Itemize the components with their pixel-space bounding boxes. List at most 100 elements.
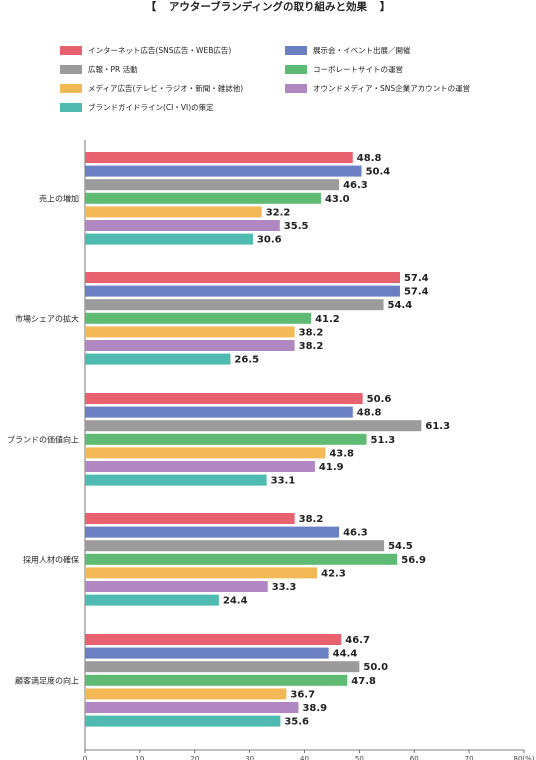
legend-item: オウンドメディア・SNS企業アカウントの運営	[285, 82, 470, 94]
legend-label: インターネット広告(SNS広告・WEB広告)	[88, 45, 232, 55]
bar	[85, 674, 348, 686]
bar	[85, 312, 312, 324]
bar-value-label: 26.5	[234, 355, 259, 366]
bar-value-label: 50.0	[363, 662, 388, 673]
x-tick-label: 20	[190, 755, 199, 760]
legend-item: ブランドガイドライン(CI・VI)の策定	[60, 101, 214, 113]
legend-swatch	[285, 64, 307, 74]
bar	[85, 152, 353, 163]
bar-value-label: 38.9	[302, 703, 327, 714]
title-bracket-left: 【	[145, 1, 157, 13]
bar-value-label: 44.4	[333, 649, 358, 660]
bar	[85, 553, 398, 565]
legend-label: 展示会・イベント出展／開催	[313, 45, 411, 55]
chart-title: アウターブランディングの取り組みと効果	[168, 1, 368, 13]
bar	[85, 340, 295, 351]
bar-value-label: 43.8	[329, 448, 354, 459]
legend-swatch	[60, 102, 82, 112]
bar	[85, 474, 267, 486]
category-label: 売上の増加	[39, 193, 79, 203]
bar	[85, 433, 367, 445]
bar	[85, 353, 231, 365]
bar-value-label: 43.0	[325, 194, 350, 205]
bar	[85, 567, 318, 579]
legend-swatch	[285, 45, 307, 55]
chart-title-row: 【 アウターブランディングの取り組みと効果 】	[0, 0, 536, 14]
category-label: 採用人材の確保	[23, 554, 79, 564]
bar	[85, 661, 360, 673]
bar	[85, 285, 400, 297]
bar-value-label: 35.6	[284, 717, 309, 728]
bar	[85, 420, 422, 432]
legend-label: コーポレートサイトの運営	[313, 64, 403, 74]
bar	[85, 702, 299, 713]
bar-value-label: 54.5	[388, 541, 413, 552]
bar	[85, 594, 219, 606]
bar	[85, 688, 287, 700]
legend-item: 広報・PR 活動	[60, 63, 138, 75]
bar-value-label: 33.1	[271, 476, 296, 487]
bar	[85, 540, 385, 552]
legend-item: コーポレートサイトの運営	[285, 63, 403, 75]
legend-label: メディア広告(テレビ・ラジオ・新聞・雑誌他)	[88, 83, 244, 93]
bar	[85, 192, 321, 204]
x-tick-label: 30	[245, 755, 254, 760]
bar-value-label: 24.4	[223, 596, 248, 607]
bar-value-label: 54.4	[388, 300, 413, 311]
legend-item: 展示会・イベント出展／開催	[285, 44, 411, 56]
bar-value-label: 38.2	[299, 327, 324, 338]
bar-value-label: 61.3	[425, 421, 450, 432]
bar-value-label: 35.5	[284, 221, 309, 232]
bar-value-label: 41.9	[319, 462, 344, 473]
bar-value-label: 47.8	[351, 676, 376, 687]
bar-value-label: 50.4	[366, 167, 391, 178]
legend-swatch	[285, 83, 307, 93]
bar	[85, 179, 340, 191]
bar-value-label: 56.9	[401, 555, 426, 566]
bar-value-label: 41.2	[315, 314, 340, 325]
x-tick-label: 10	[135, 755, 144, 760]
bar	[85, 393, 363, 404]
x-tick-label: 0	[83, 755, 87, 760]
bar-value-label: 48.8	[357, 153, 382, 164]
bar-value-label: 30.6	[257, 235, 282, 246]
bar	[85, 581, 268, 592]
bar-value-label: 32.2	[266, 207, 291, 218]
bar-value-label: 36.7	[290, 689, 315, 700]
legend-swatch	[60, 64, 82, 74]
x-tick-label: 70	[465, 755, 474, 760]
bar	[85, 634, 342, 645]
bar-value-label: 38.2	[299, 514, 324, 525]
bar	[85, 326, 295, 338]
bar-value-label: 57.4	[404, 273, 429, 284]
bar	[85, 715, 281, 727]
bar	[85, 513, 295, 524]
legend-label: オウンドメディア・SNS企業アカウントの運営	[313, 83, 471, 93]
legend-swatch	[60, 45, 82, 55]
bar-value-label: 46.3	[343, 180, 368, 191]
bar	[85, 206, 262, 218]
bar	[85, 220, 280, 231]
bar-value-label: 46.3	[343, 528, 368, 539]
legend-label: 広報・PR 活動	[88, 64, 138, 74]
bar	[85, 461, 315, 472]
x-tick-label: 80(%)	[513, 755, 534, 760]
bar-value-label: 48.8	[357, 408, 382, 419]
bar	[85, 406, 353, 418]
x-tick-label: 60	[410, 755, 419, 760]
bar-value-label: 57.4	[404, 287, 429, 298]
bar	[85, 233, 253, 245]
bar-value-label: 38.2	[299, 341, 324, 352]
bar	[85, 299, 384, 311]
bar	[85, 165, 362, 177]
legend-label: ブランドガイドライン(CI・VI)の策定	[88, 102, 214, 112]
bar-value-label: 46.7	[345, 635, 370, 646]
bar-value-label: 50.6	[367, 394, 392, 405]
legend-swatch	[60, 83, 82, 93]
bar-value-label: 51.3	[371, 435, 396, 446]
legend-item: メディア広告(テレビ・ラジオ・新聞・雑誌他)	[60, 82, 243, 94]
category-label: ブランドの価値向上	[7, 434, 79, 444]
bar	[85, 526, 340, 538]
